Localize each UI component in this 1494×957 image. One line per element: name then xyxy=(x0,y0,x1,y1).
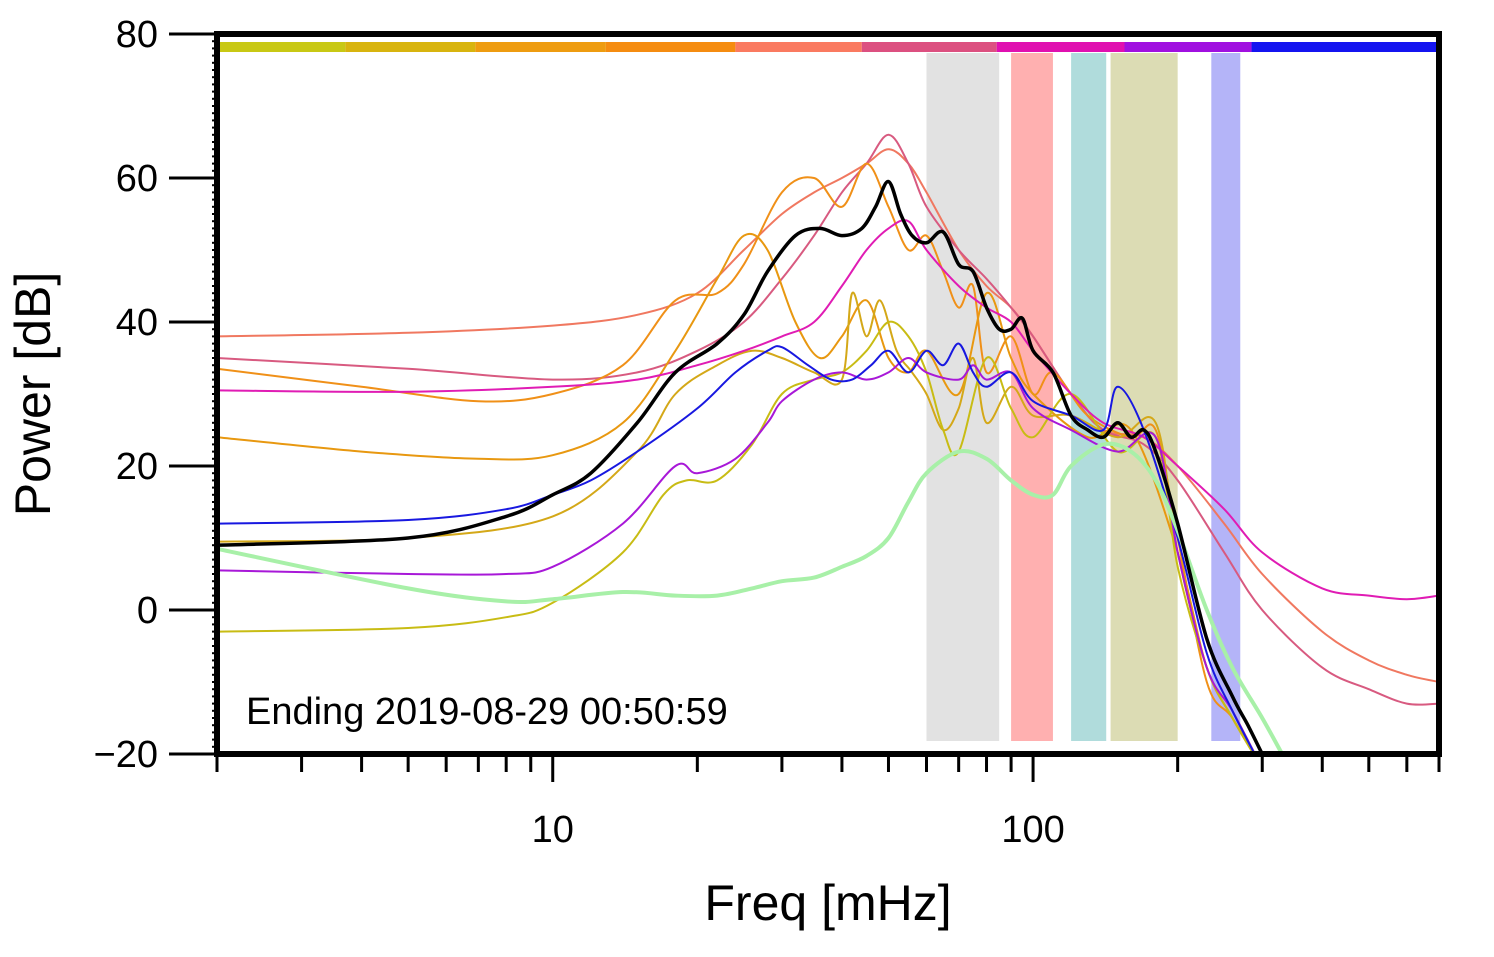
y-tick-label: 40 xyxy=(116,302,158,344)
y-tick-label: −20 xyxy=(94,734,158,776)
x-tick-label: 100 xyxy=(1001,809,1064,851)
y-axis-title: Power [dB] xyxy=(5,272,61,517)
y-tick-label: 60 xyxy=(116,158,158,200)
y-tick-label: 0 xyxy=(137,590,158,632)
spectrum-line-8 xyxy=(217,357,1257,754)
plot-frame xyxy=(214,31,1442,757)
color-bar-segment-7 xyxy=(996,42,1125,52)
spectrum-lines xyxy=(217,133,1439,754)
y-tick-label: 20 xyxy=(116,446,158,488)
color-bar xyxy=(217,42,1439,52)
spectrum-line-5 xyxy=(217,291,1255,754)
spectrum-line-9 xyxy=(217,342,1256,754)
spectrum-line-10 xyxy=(217,441,1285,754)
color-bar-segment-4 xyxy=(605,42,736,52)
color-bar-segment-3 xyxy=(475,42,606,52)
color-bar-segment-1 xyxy=(217,42,346,52)
spectrum-line-7 xyxy=(217,219,1439,601)
color-bar-segment-8 xyxy=(1124,42,1252,52)
frequency-bands xyxy=(926,53,1241,741)
band-4 xyxy=(1110,53,1178,741)
spectrum-line-1 xyxy=(217,148,1439,683)
color-bar-segment-5 xyxy=(735,42,862,52)
x-axis-title: Freq [mHz] xyxy=(704,875,951,931)
y-tick-label: 80 xyxy=(116,14,158,56)
band-2 xyxy=(1011,53,1053,741)
band-5 xyxy=(1211,53,1241,741)
spectrum-line-2 xyxy=(217,133,1439,706)
color-bar-segment-9 xyxy=(1251,42,1439,52)
x-tick-label: 10 xyxy=(532,809,574,851)
axis-labels: Freq [mHz] Power [dB] Ending 2019-08-29 … xyxy=(5,272,952,931)
timestamp-annotation: Ending 2019-08-29 00:50:59 xyxy=(246,691,728,733)
spectrum-line-3 xyxy=(217,162,1256,754)
spectrum-line-11 xyxy=(217,179,1264,754)
axes: −20 0 20 40 60 80 10 100 xyxy=(94,14,1442,851)
color-bar-segment-2 xyxy=(345,42,476,52)
color-bar-segment-6 xyxy=(861,42,997,52)
